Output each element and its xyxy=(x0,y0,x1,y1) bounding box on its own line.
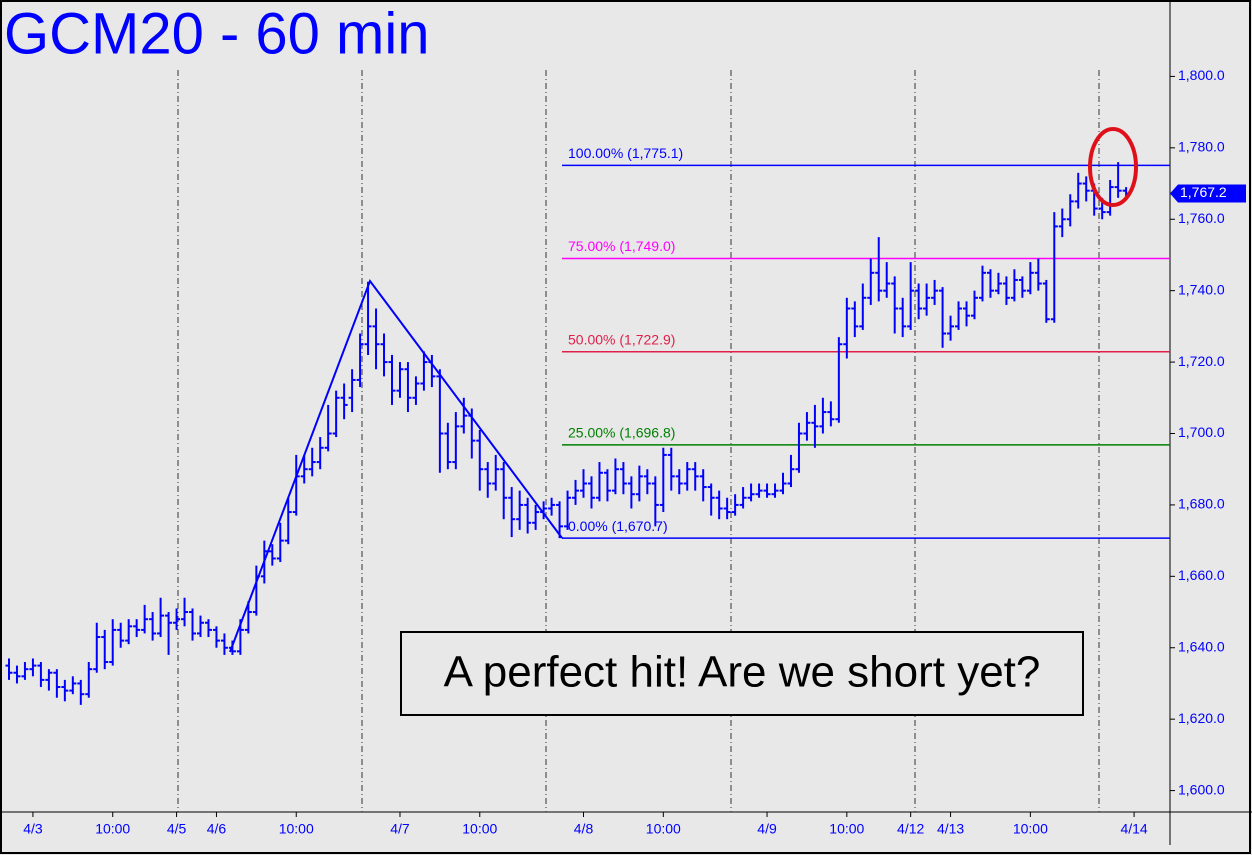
y-tick-label: 1,680.0 xyxy=(1178,496,1225,512)
x-tick-label: 4/14 xyxy=(1120,821,1147,837)
y-tick-label: 1,760.0 xyxy=(1178,210,1225,226)
x-tick-label: 10:00 xyxy=(1013,821,1048,837)
x-tick-label: 4/5 xyxy=(167,821,187,837)
x-tick-label: 10:00 xyxy=(95,821,130,837)
y-tick-label: 1,660.0 xyxy=(1178,567,1225,583)
y-tick-label: 1,600.0 xyxy=(1178,781,1225,797)
swing-line xyxy=(229,278,563,653)
x-tick-label: 4/8 xyxy=(574,821,594,837)
x-tick-label: 4/12 xyxy=(897,821,924,837)
x-tick-label: 4/3 xyxy=(23,821,43,837)
y-tick-label: 1,640.0 xyxy=(1178,638,1225,654)
highlight-circle xyxy=(1088,127,1138,207)
y-tick-label: 1,700.0 xyxy=(1178,424,1225,440)
chart-title: GCM20 - 60 min xyxy=(4,1,429,66)
y-tick-label: 1,780.0 xyxy=(1178,139,1225,155)
x-tick-label: 10:00 xyxy=(829,821,864,837)
last-price-marker xyxy=(1170,184,1246,203)
callout-text: A perfect hit! Are we short yet? xyxy=(444,648,1041,697)
x-tick-label: 10:00 xyxy=(462,821,497,837)
x-tick-label: 4/7 xyxy=(390,821,410,837)
y-tick-label: 1,740.0 xyxy=(1178,281,1225,297)
fib-label: 50.00% (1,722.9) xyxy=(568,331,675,347)
fib-label: 100.00% (1,775.1) xyxy=(568,145,683,161)
x-tick-label: 10:00 xyxy=(646,821,681,837)
fib-label: 25.00% (1,696.8) xyxy=(568,425,675,441)
x-tick-label: 4/6 xyxy=(207,821,227,837)
fib-label: 75.00% (1,749.0) xyxy=(568,238,675,254)
callout-box xyxy=(400,631,1084,716)
y-tick-label: 1,720.0 xyxy=(1178,353,1225,369)
x-tick-label: 4/13 xyxy=(937,821,964,837)
last-price-label: 1,767.2 xyxy=(1180,184,1227,200)
fib-label: 0.00% (1,670.7) xyxy=(568,518,668,534)
x-tick-label: 4/9 xyxy=(757,821,777,837)
y-tick-label: 1,620.0 xyxy=(1178,710,1225,726)
x-tick-label: 10:00 xyxy=(279,821,314,837)
y-tick-label: 1,800.0 xyxy=(1178,67,1225,83)
